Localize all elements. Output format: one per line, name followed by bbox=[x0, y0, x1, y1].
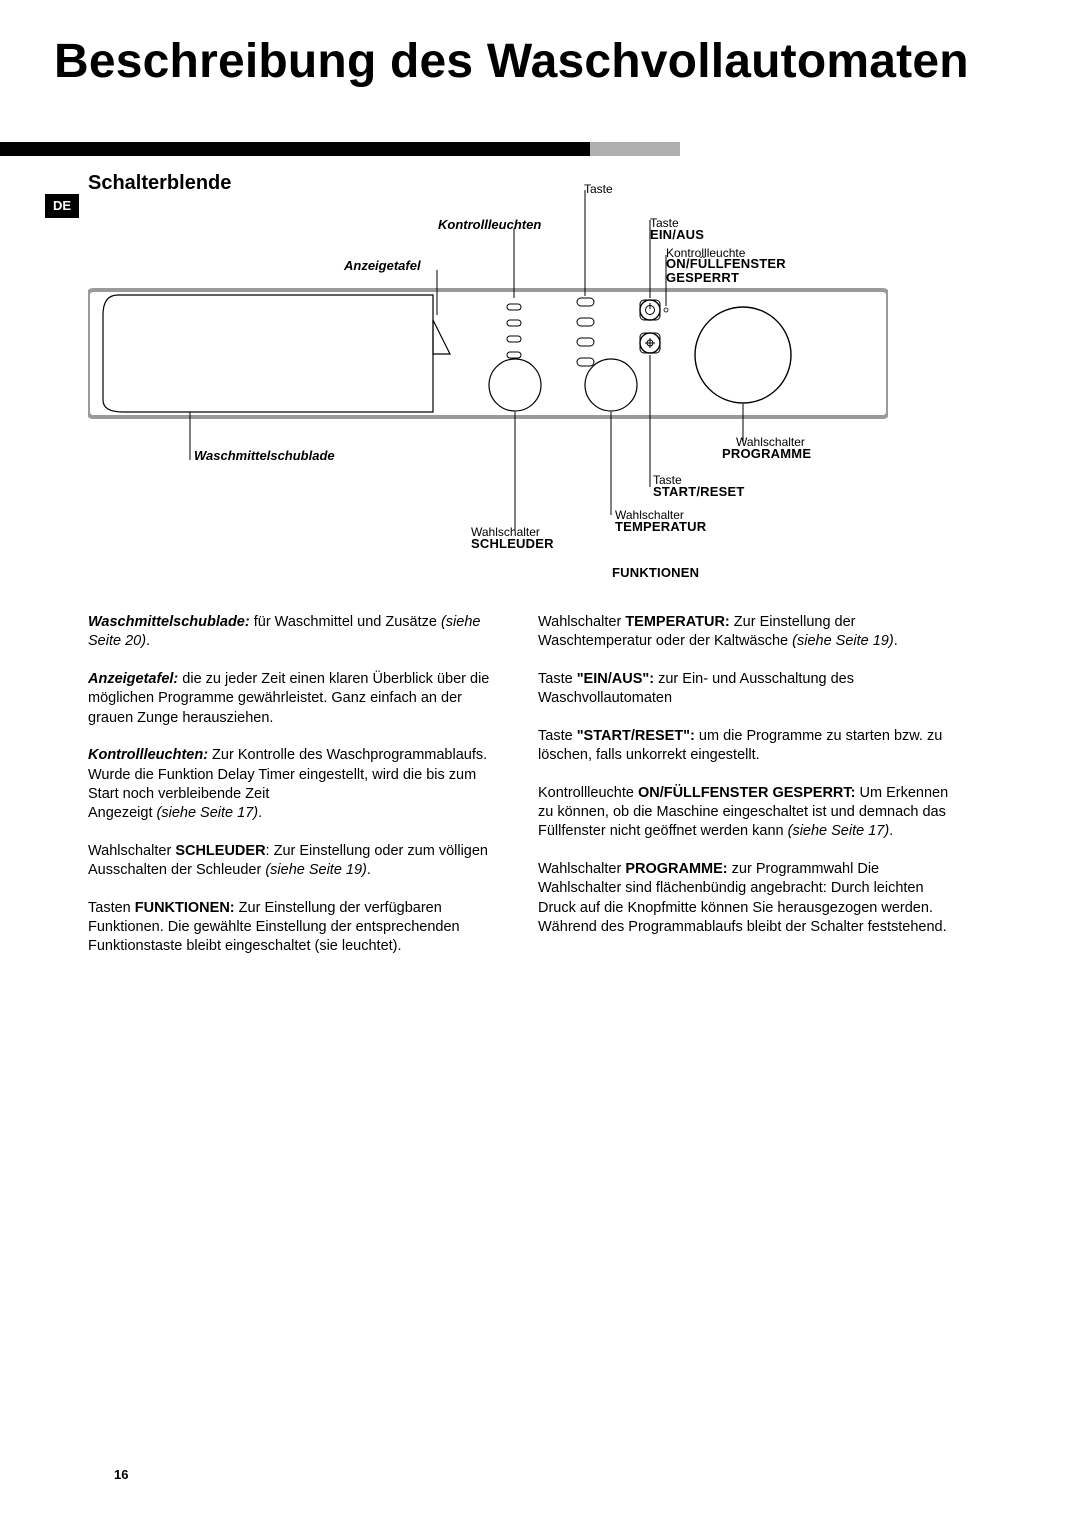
label-onfull: ON/FÜLLFENSTER GESPERRT bbox=[666, 257, 856, 286]
page-title: Beschreibung des Waschvollautomaten bbox=[54, 36, 969, 88]
paragraph: Kontrollleuchten: Zur Kontrolle des Wasc… bbox=[88, 746, 510, 824]
label-schleuder: SCHLEUDER bbox=[471, 536, 554, 551]
control-panel-diagram: Taste FUNKTIONEN Kontrollleuchten Taste … bbox=[88, 180, 888, 560]
label-programme: PROGRAMME bbox=[722, 446, 811, 461]
label-anzeigetafel: Anzeigetafel bbox=[344, 258, 421, 273]
label-funktionen: FUNKTIONEN bbox=[612, 565, 699, 580]
paragraph: Wahlschalter SCHLEUDER: Zur Einstellung … bbox=[88, 842, 510, 881]
header-bar-black bbox=[0, 142, 590, 156]
paragraph: Wahlschalter TEMPERATUR: Zur Einstellung… bbox=[538, 613, 960, 652]
label-einaus: EIN/AUS bbox=[650, 227, 704, 242]
paragraph: Tasten FUNKTIONEN: Zur Einstellung der v… bbox=[88, 899, 510, 957]
body-columns: Waschmittelschublade: für Waschmittel un… bbox=[88, 613, 960, 975]
paragraph: Kontrollleuchte ON/FÜLLFENSTER GESPERRT:… bbox=[538, 784, 960, 842]
page-number: 16 bbox=[114, 1467, 128, 1482]
label-waschmittelschublade: Waschmittelschublade bbox=[194, 448, 335, 463]
label-taste-1: Taste bbox=[584, 182, 613, 196]
header-bar-light bbox=[590, 142, 680, 156]
right-column: Wahlschalter TEMPERATUR: Zur Einstellung… bbox=[538, 613, 960, 975]
left-column: Waschmittelschublade: für Waschmittel un… bbox=[88, 613, 510, 975]
label-kontrollleuchten: Kontrollleuchten bbox=[438, 217, 541, 232]
label-startreset: START/RESET bbox=[653, 484, 745, 499]
label-temperatur: TEMPERATUR bbox=[615, 519, 706, 534]
language-tab: DE bbox=[45, 194, 79, 218]
paragraph: Wahlschalter PROGRAMME: zur Programmwahl… bbox=[538, 860, 960, 938]
paragraph: Waschmittelschublade: für Waschmittel un… bbox=[88, 613, 510, 652]
paragraph: Anzeigetafel: die zu jeder Zeit einen kl… bbox=[88, 670, 510, 728]
paragraph: Taste "EIN/AUS": zur Ein- und Ausschaltu… bbox=[538, 670, 960, 709]
paragraph: Taste "START/RESET": um die Programme zu… bbox=[538, 727, 960, 766]
